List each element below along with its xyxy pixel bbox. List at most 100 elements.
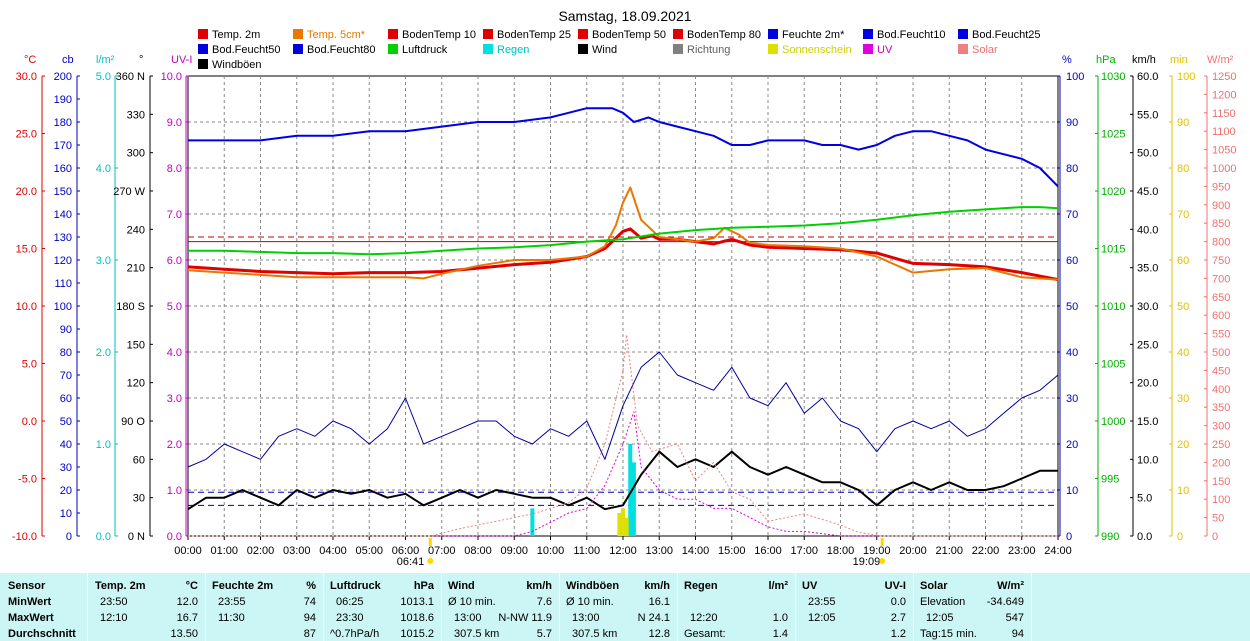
cb-tick-label: 140 bbox=[54, 209, 72, 221]
temp-tick-label: 25.0 bbox=[16, 129, 37, 141]
hum-tick-label: 50 bbox=[1066, 301, 1078, 313]
solar-tick-label: 1150 bbox=[1212, 108, 1236, 120]
x-tick-label: 23:00 bbox=[1008, 545, 1036, 557]
uv-tick-label: 3.0 bbox=[167, 393, 182, 405]
temp-axis-unit: °C bbox=[24, 54, 36, 66]
kmh-tick-label: 40.0 bbox=[1137, 224, 1158, 236]
min-tick-label: 80 bbox=[1177, 163, 1189, 175]
uv-tick-label: 9.0 bbox=[167, 117, 182, 129]
sunshine-bar bbox=[617, 513, 622, 536]
rain-tick-label: 5.0 bbox=[96, 71, 111, 83]
cb-tick-label: 120 bbox=[54, 255, 72, 267]
uv-tick-label: 2.0 bbox=[167, 439, 182, 451]
press-avg: 1015.2 bbox=[400, 628, 434, 640]
solar-elevation-value: -34.649 bbox=[986, 596, 1024, 608]
gust-distance: 307.5 km bbox=[572, 628, 618, 640]
press-min-time: 06:25 bbox=[336, 596, 364, 608]
dir-tick-label: 150 bbox=[127, 339, 145, 351]
x-tick-label: 20:00 bbox=[899, 545, 927, 557]
series-line-wind bbox=[187, 450, 1058, 511]
cb-tick-label: 190 bbox=[54, 94, 72, 106]
min-tick-label: 30 bbox=[1177, 393, 1189, 405]
cb-tick-label: 200 bbox=[54, 71, 72, 83]
temp-tick-label: 20.0 bbox=[16, 186, 37, 198]
legend-swatch bbox=[768, 29, 778, 39]
stats-gusts: Windböen km/h Ø 10 min. 16.1 13:00 N 24.… bbox=[560, 573, 676, 641]
hum-tick-label: 10 bbox=[1066, 485, 1078, 497]
uv-tick-label: 5.0 bbox=[167, 301, 182, 313]
press-max-time: 23:30 bbox=[336, 612, 364, 624]
sunrise-icon bbox=[427, 558, 434, 564]
sunrise-marker bbox=[428, 538, 432, 546]
x-tick-label: 10:00 bbox=[537, 545, 565, 557]
stats-pressure: Luftdruck hPa 06:25 1013.1 23:30 1018.6 … bbox=[324, 573, 440, 641]
hum-unit: % bbox=[306, 580, 316, 592]
legend-swatch bbox=[958, 29, 968, 39]
dir-tick-label: 60 bbox=[133, 454, 145, 466]
uv-tick-label: 6.0 bbox=[167, 255, 182, 267]
legend-label: Solar bbox=[972, 44, 998, 56]
row-label-avg: Durchschnitt bbox=[8, 628, 76, 640]
temp-tick-label: 30.0 bbox=[16, 71, 37, 83]
x-tick-label: 03:00 bbox=[283, 545, 311, 557]
rain-header: Regen bbox=[684, 580, 718, 592]
wind-max-dir: N-NW 11.9 bbox=[498, 612, 552, 624]
temp-tick-label: 5.0 bbox=[22, 359, 37, 371]
rain-tick-label: 4.0 bbox=[96, 163, 111, 175]
cb-tick-label: 150 bbox=[54, 186, 72, 198]
stats-wind: Wind km/h Ø 10 min. 7.6 13:00 N-NW 11.9 … bbox=[442, 573, 558, 641]
x-tick-label: 22:00 bbox=[972, 545, 1000, 557]
cb-tick-label: 50 bbox=[60, 416, 72, 428]
temp-min-value: 12.0 bbox=[176, 596, 198, 608]
uv-max-time: 12:05 bbox=[808, 612, 836, 624]
solar-tick-label: 150 bbox=[1212, 476, 1230, 488]
legend-swatch bbox=[198, 29, 208, 39]
dir-tick-label: 210 bbox=[127, 263, 145, 275]
x-tick-label: 15:00 bbox=[718, 545, 746, 557]
hpa-tick-label: 1010 bbox=[1101, 301, 1125, 313]
hpa-tick-label: 1015 bbox=[1101, 244, 1125, 256]
row-label-sensor: Sensor bbox=[8, 580, 46, 592]
cb-tick-label: 0 bbox=[66, 531, 72, 543]
rain-total-label: Gesamt: bbox=[684, 628, 726, 640]
hpa-tick-label: 990 bbox=[1101, 531, 1119, 543]
hum-tick-label: 40 bbox=[1066, 347, 1078, 359]
solar-header: Solar bbox=[920, 580, 948, 592]
legend-swatch bbox=[578, 29, 588, 39]
rain-total-value: 1.4 bbox=[772, 628, 788, 640]
kmh-tick-label: 45.0 bbox=[1137, 186, 1158, 198]
hum-min-value: 74 bbox=[303, 596, 316, 608]
uv-unit: UV-I bbox=[884, 580, 906, 592]
min-tick-label: 10 bbox=[1177, 485, 1189, 497]
sunset-label: 19:09 bbox=[853, 556, 881, 568]
kmh-tick-label: 5.0 bbox=[1137, 493, 1152, 505]
solar-tick-label: 900 bbox=[1212, 200, 1230, 212]
sunset-marker bbox=[880, 538, 884, 546]
legend-label: Wind bbox=[592, 44, 617, 56]
legend-label: Feuchte 2m* bbox=[782, 29, 845, 41]
hpa-tick-label: 1020 bbox=[1101, 186, 1125, 198]
solar-tick-label: 700 bbox=[1212, 273, 1230, 285]
hum-max-value: 94 bbox=[303, 612, 316, 624]
series-line-feuchte-2m- bbox=[188, 107, 1059, 188]
uv-avg: 1.2 bbox=[890, 628, 906, 640]
rain-tick-label: 3.0 bbox=[96, 255, 111, 267]
solar-tick-label: 300 bbox=[1212, 421, 1230, 433]
solar-tick-label: 0 bbox=[1212, 531, 1218, 543]
sunshine-bar bbox=[624, 517, 629, 536]
legend-label: Luftdruck bbox=[402, 44, 448, 56]
uv-min-value: 0.0 bbox=[890, 596, 906, 608]
cb-tick-label: 30 bbox=[60, 462, 72, 474]
cb-tick-label: 160 bbox=[54, 163, 72, 175]
gust-avg10-value: 16.1 bbox=[648, 596, 670, 608]
x-tick-label: 08:00 bbox=[464, 545, 492, 557]
sunshine-bar bbox=[621, 508, 625, 536]
legend-label: BodenTemp 80 bbox=[687, 29, 761, 41]
solar-tick-label: 200 bbox=[1212, 457, 1230, 469]
solar-tick-label: 1200 bbox=[1212, 89, 1236, 101]
sunrise-label: 06:41 bbox=[397, 556, 425, 568]
temp-header: Temp. 2m bbox=[95, 580, 146, 592]
kmh-tick-label: 50.0 bbox=[1137, 148, 1158, 160]
solar-tick-label: 450 bbox=[1212, 365, 1230, 377]
kmh-tick-label: 20.0 bbox=[1137, 378, 1158, 390]
